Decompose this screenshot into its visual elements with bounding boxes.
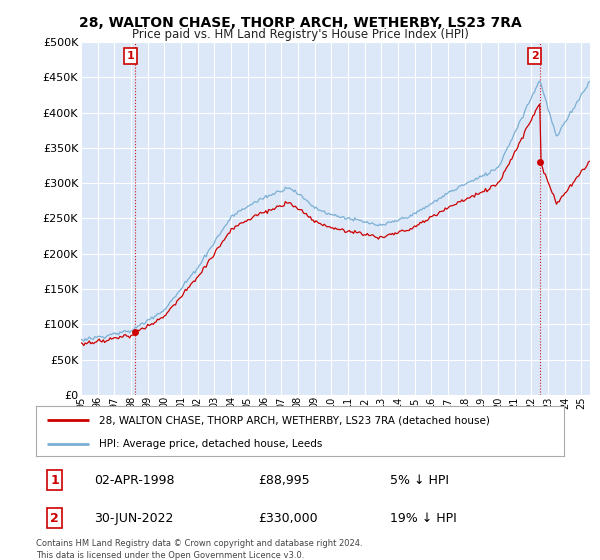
Text: Contains HM Land Registry data © Crown copyright and database right 2024.
This d: Contains HM Land Registry data © Crown c…	[36, 539, 362, 559]
Text: 1: 1	[50, 474, 59, 487]
Text: 02-APR-1998: 02-APR-1998	[94, 474, 175, 487]
Text: 2: 2	[50, 512, 59, 525]
Text: 5% ↓ HPI: 5% ↓ HPI	[390, 474, 449, 487]
Text: 30-JUN-2022: 30-JUN-2022	[94, 512, 173, 525]
Text: HPI: Average price, detached house, Leeds: HPI: Average price, detached house, Leed…	[100, 439, 323, 449]
Text: 1: 1	[127, 51, 134, 61]
Text: 28, WALTON CHASE, THORP ARCH, WETHERBY, LS23 7RA: 28, WALTON CHASE, THORP ARCH, WETHERBY, …	[79, 16, 521, 30]
Text: £88,995: £88,995	[258, 474, 310, 487]
Text: 19% ↓ HPI: 19% ↓ HPI	[390, 512, 457, 525]
Text: £330,000: £330,000	[258, 512, 317, 525]
Text: Price paid vs. HM Land Registry's House Price Index (HPI): Price paid vs. HM Land Registry's House …	[131, 28, 469, 41]
Text: 2: 2	[531, 51, 539, 61]
Text: 28, WALTON CHASE, THORP ARCH, WETHERBY, LS23 7RA (detached house): 28, WALTON CHASE, THORP ARCH, WETHERBY, …	[100, 415, 490, 425]
